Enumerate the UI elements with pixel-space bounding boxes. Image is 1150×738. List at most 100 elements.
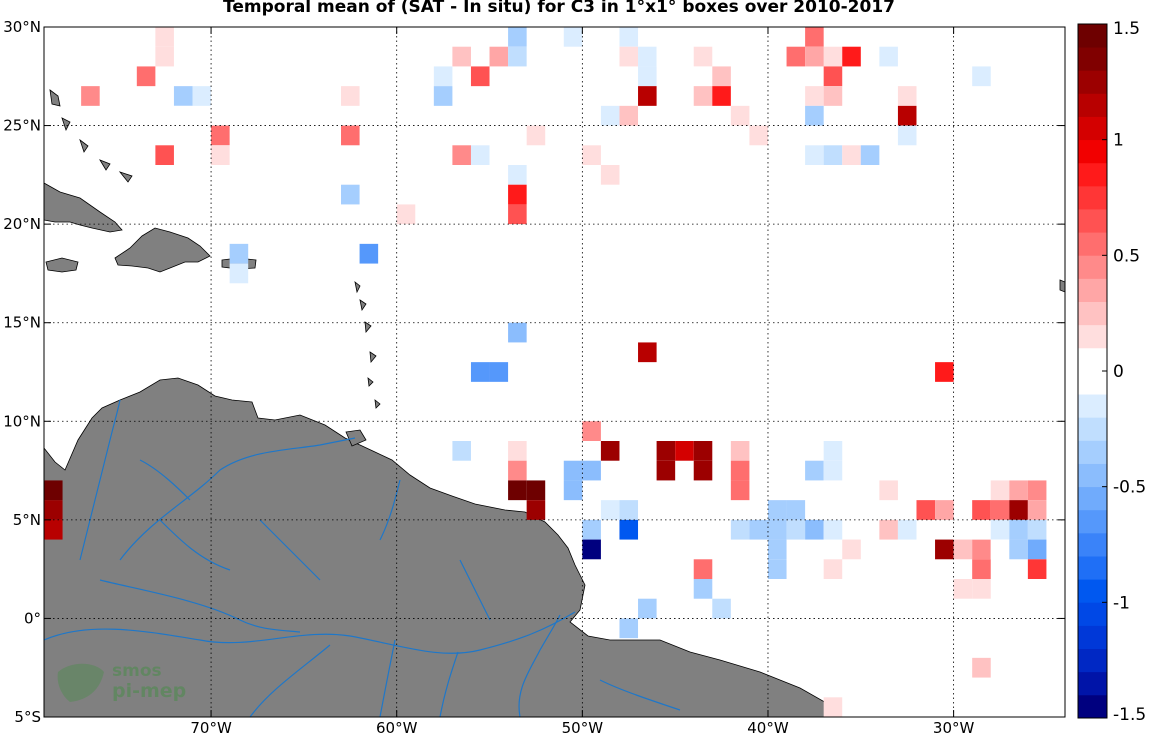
data-cell (563, 460, 583, 481)
data-cell (341, 125, 360, 146)
data-cell (842, 105, 861, 126)
colorbar-segment (1078, 394, 1107, 418)
colorbar-tick-label: 0 (1113, 362, 1124, 382)
data-cell (433, 66, 453, 87)
data-cell (656, 46, 676, 67)
colorbar-ticks: 1.5 1 0.5 0 -0.5 -1 -1.5 (1102, 19, 1146, 725)
madeira-river (249, 644, 331, 717)
data-cell (211, 145, 230, 165)
latitude-tick-label: 5°S (14, 708, 41, 726)
smos-pimep-logo: smos pi-mep (57, 661, 186, 702)
logo-leaf-icon (57, 663, 104, 702)
data-cell (935, 362, 954, 382)
data-cell (452, 46, 471, 67)
data-cell (712, 86, 731, 106)
data-cell (229, 263, 249, 284)
logo-line2: pi-mep (112, 680, 186, 702)
data-cell (786, 500, 806, 520)
data-cell (155, 145, 174, 165)
data-cell (786, 46, 806, 67)
negro-river (99, 579, 301, 633)
data-cell (600, 165, 620, 185)
data-cell (1027, 480, 1047, 501)
amazon-river (44, 611, 576, 654)
latitude-tick-label: 15°N (3, 314, 41, 332)
latitude-tick-label: 25°N (3, 117, 41, 135)
data-cell (341, 184, 360, 205)
data-cell (693, 579, 713, 599)
data-cell (638, 86, 657, 106)
latitude-tick-label: 5°N (13, 511, 41, 529)
land-layer (44, 89, 1065, 717)
data-cell (192, 86, 212, 106)
hispaniola-island (114, 227, 211, 273)
data-cell (359, 243, 379, 264)
data-cell (526, 125, 546, 146)
data-cell (730, 480, 750, 501)
data-cell (693, 441, 713, 461)
colorbar-segment (1078, 486, 1107, 511)
data-cell (730, 460, 750, 481)
data-cell (693, 460, 713, 481)
data-cell (693, 86, 713, 106)
data-cell (805, 46, 824, 67)
colorbar-segment (1078, 70, 1107, 94)
data-cell (805, 519, 824, 540)
data-cell (526, 500, 546, 520)
data-cell (842, 539, 861, 560)
colorbar-segment (1078, 301, 1107, 326)
map-frame (43, 26, 1066, 718)
data-cell (879, 480, 898, 501)
data-cell (953, 579, 973, 599)
data-cell (508, 46, 527, 67)
data-cell (730, 519, 750, 540)
data-cell (805, 86, 824, 106)
data-cell (600, 441, 620, 461)
colorbar-segment (1078, 255, 1107, 279)
latitude-tick-label: 0° (24, 609, 41, 627)
colorbar (1077, 23, 1108, 719)
data-cell (1027, 519, 1047, 540)
data-cell (619, 46, 639, 67)
data-cell (1027, 500, 1047, 520)
data-cell (730, 441, 750, 461)
longitude-tick-label: 60°W (376, 719, 418, 737)
data-cell (972, 579, 991, 599)
xingu-river (439, 651, 459, 717)
tributary-d (599, 679, 681, 711)
data-cell (508, 480, 527, 501)
data-cell (582, 519, 601, 540)
data-cell (990, 480, 1010, 501)
data-cell (767, 500, 787, 520)
data-cell (1009, 500, 1028, 520)
data-cell (805, 460, 824, 481)
data-cell (1009, 539, 1028, 560)
colorbar-segment (1078, 371, 1107, 395)
data-cell (508, 204, 527, 225)
orinoco-river (119, 437, 356, 561)
tocantins-river (518, 614, 561, 717)
data-cell (842, 46, 861, 67)
data-cell (638, 46, 657, 67)
magdalena-river (79, 399, 121, 561)
data-cell (470, 362, 490, 382)
data-cell (619, 105, 639, 126)
longitude-tick-label: 50°W (562, 719, 604, 737)
data-cell (638, 342, 657, 363)
colorbar-segment (1078, 648, 1107, 673)
tributary-a (159, 519, 231, 571)
data-cell (823, 86, 843, 106)
data-cell (712, 598, 731, 619)
data-cell (897, 519, 917, 540)
colorbar-tick-label: 1 (1113, 131, 1124, 151)
data-cell (44, 500, 63, 520)
data-cell (805, 105, 824, 126)
data-cell (990, 519, 1010, 540)
longitude-tick-label: 40°W (747, 719, 789, 737)
tributary-c (459, 559, 491, 621)
data-cell (619, 618, 639, 639)
data-cell (897, 125, 917, 146)
data-cell (990, 500, 1010, 520)
data-cell (972, 559, 991, 579)
